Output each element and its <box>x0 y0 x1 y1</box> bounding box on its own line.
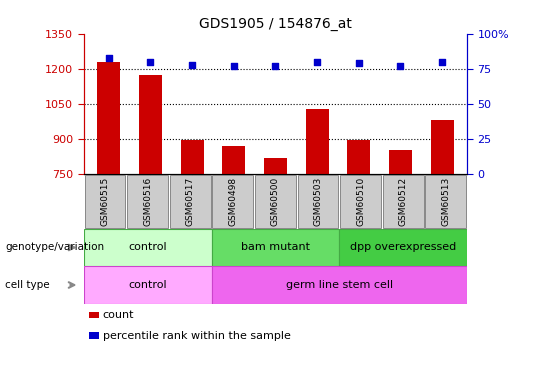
Bar <box>139 75 162 174</box>
Bar <box>264 158 287 174</box>
Text: GSM60510: GSM60510 <box>356 177 365 226</box>
Point <box>271 63 280 69</box>
Bar <box>85 176 125 228</box>
Bar <box>212 176 253 228</box>
Bar <box>347 140 370 174</box>
Text: dpp overexpressed: dpp overexpressed <box>350 243 456 252</box>
Bar <box>180 140 204 174</box>
Text: cell type: cell type <box>5 280 50 290</box>
Bar <box>389 150 412 174</box>
Bar <box>340 176 381 228</box>
Bar <box>84 266 212 304</box>
Bar <box>170 176 211 228</box>
Bar <box>84 229 212 266</box>
Point <box>396 63 405 69</box>
Bar <box>298 176 339 228</box>
Text: control: control <box>129 243 167 252</box>
Title: GDS1905 / 154876_at: GDS1905 / 154876_at <box>199 17 352 32</box>
Text: percentile rank within the sample: percentile rank within the sample <box>103 331 291 340</box>
Text: bam mutant: bam mutant <box>241 243 310 252</box>
Bar <box>306 109 328 174</box>
Text: GSM60503: GSM60503 <box>314 177 322 226</box>
Text: GSM60500: GSM60500 <box>271 177 280 226</box>
Text: GSM60498: GSM60498 <box>228 177 237 226</box>
Point <box>230 63 238 69</box>
Bar <box>222 146 245 174</box>
Bar <box>383 176 424 228</box>
Text: GSM60517: GSM60517 <box>186 177 195 226</box>
Point <box>146 59 154 65</box>
Point <box>313 59 321 65</box>
Text: genotype/variation: genotype/variation <box>5 243 105 252</box>
Point <box>188 62 197 68</box>
Text: GSM60512: GSM60512 <box>399 177 408 226</box>
Text: count: count <box>103 310 134 320</box>
Text: germ line stem cell: germ line stem cell <box>286 280 393 290</box>
Point <box>438 59 447 65</box>
Bar <box>97 62 120 174</box>
Bar <box>339 229 467 266</box>
Text: GSM60515: GSM60515 <box>100 177 110 226</box>
Bar <box>212 266 467 304</box>
Text: GSM60513: GSM60513 <box>441 177 450 226</box>
Bar <box>255 176 296 228</box>
Bar <box>426 176 466 228</box>
Bar <box>127 176 168 228</box>
Text: control: control <box>129 280 167 290</box>
Bar <box>212 229 339 266</box>
Point <box>104 55 113 61</box>
Point <box>354 60 363 66</box>
Text: GSM60516: GSM60516 <box>143 177 152 226</box>
Bar <box>430 120 454 174</box>
